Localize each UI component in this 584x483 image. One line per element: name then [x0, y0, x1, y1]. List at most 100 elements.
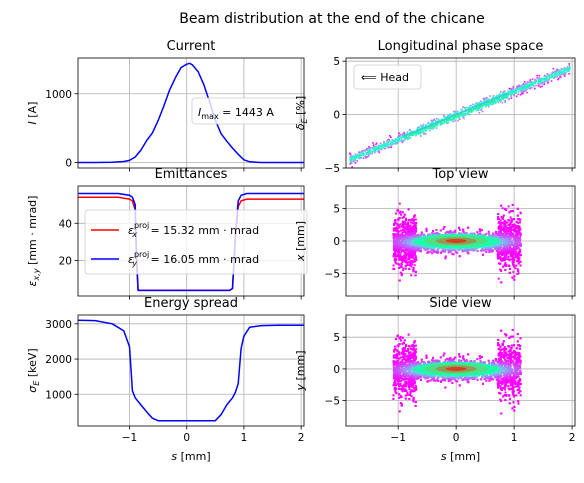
phase-point: [569, 66, 571, 69]
phase-point: [536, 77, 539, 79]
phase-point: [470, 110, 472, 113]
phase-point: [358, 154, 360, 157]
phase-point: [360, 157, 362, 159]
phase-point: [359, 152, 362, 154]
phase-point: [456, 111, 458, 114]
phase-point: [420, 126, 423, 129]
phase-point: [392, 140, 395, 143]
density-cell: [419, 233, 422, 236]
density-cell: [402, 269, 405, 272]
phase-point: [528, 84, 530, 87]
density-cell: [405, 260, 408, 263]
density-cell: [411, 263, 414, 266]
phase-point: [358, 155, 361, 158]
density-cell: [407, 227, 410, 230]
phase-point: [440, 118, 443, 121]
phase-point: [477, 103, 479, 105]
phase-point: [567, 68, 569, 71]
phase-point: [497, 98, 500, 101]
phase-point: [454, 119, 456, 122]
density-cell: [394, 255, 397, 258]
phase-point: [516, 88, 518, 91]
density-cell: [396, 240, 399, 243]
phase-point: [462, 106, 464, 108]
phase-point: [461, 108, 463, 111]
phase-point: [354, 159, 357, 162]
plot-area-current: [78, 62, 304, 164]
phase-point: [533, 79, 536, 82]
legend-box-phase: [353, 64, 422, 90]
phase-point: [369, 152, 372, 155]
phase-point: [543, 78, 546, 81]
phase-point: [530, 80, 533, 83]
legend-label-1: εproj y = 16.05 mm · mrad: [128, 250, 259, 268]
phase-point: [538, 80, 540, 82]
phase-point: [535, 79, 537, 81]
density-cell: [413, 223, 416, 225]
y-tick-label: −5: [325, 163, 340, 175]
phase-point: [464, 114, 467, 117]
density-cell: [407, 246, 410, 249]
phase-point: [465, 106, 468, 109]
phase-point: [352, 155, 355, 157]
phase-point: [472, 109, 475, 112]
density-cell: [411, 222, 414, 225]
phase-point: [351, 155, 353, 158]
phase-point: [467, 109, 470, 112]
density-cell: [420, 250, 422, 253]
phase-point: [393, 139, 395, 142]
phase-point: [492, 96, 495, 99]
phase-point: [482, 97, 485, 100]
phase-point: [529, 83, 532, 86]
phase-point: [398, 132, 400, 134]
phase-point: [384, 148, 386, 150]
phase-point: [386, 145, 389, 147]
density-cell: [509, 216, 512, 219]
phase-point: [371, 150, 374, 153]
density-cell: [410, 274, 413, 277]
phase-point: [526, 81, 529, 83]
phase-point: [546, 80, 548, 82]
phase-point: [419, 131, 422, 134]
phase-point: [443, 116, 445, 118]
density-cell: [508, 244, 510, 247]
density-cell: [395, 248, 398, 250]
phase-point: [402, 136, 405, 139]
density-cell: [414, 254, 417, 257]
density-cell: [518, 252, 521, 255]
phase-point: [496, 98, 499, 100]
phase-point: [369, 149, 371, 152]
phase-point: [420, 124, 422, 127]
phase-point: [468, 113, 471, 116]
phase-point: [554, 71, 556, 73]
phase-point: [435, 124, 438, 127]
phase-point: [518, 91, 520, 93]
phase-point: [475, 109, 478, 112]
phase-core: [403, 92, 509, 137]
density-cell: [503, 257, 506, 259]
phase-point: [366, 152, 369, 154]
phase-point: [495, 102, 497, 104]
phase-point: [532, 85, 535, 88]
phase-point: [477, 102, 480, 104]
phase-point: [474, 108, 477, 110]
phase-point: [381, 144, 384, 147]
phase-point: [385, 144, 388, 147]
phase-point: [532, 84, 535, 87]
density-cell: [514, 267, 517, 270]
phase-point: [540, 77, 542, 80]
density-cell: [432, 249, 435, 252]
phase-point: [398, 137, 400, 140]
phase-point: [536, 74, 538, 77]
phase-point: [373, 146, 375, 148]
phase-point: [422, 131, 424, 134]
phase-point: [550, 80, 553, 82]
density-cell: [512, 245, 515, 248]
phase-point: [537, 79, 540, 82]
density-cell: [401, 272, 403, 275]
density-cell: [413, 257, 416, 260]
density-cell: [431, 232, 434, 234]
phase-point: [454, 115, 456, 118]
axes-frame-current: [77, 57, 305, 169]
